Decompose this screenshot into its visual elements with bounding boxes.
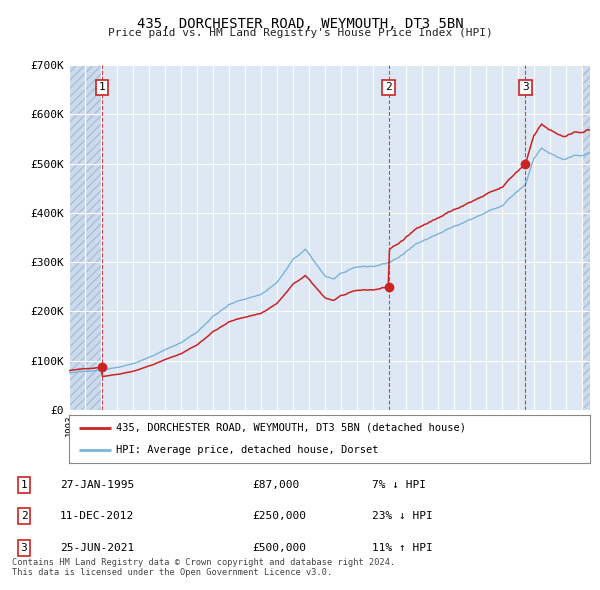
Text: 3: 3 [522,83,529,92]
Text: £87,000: £87,000 [252,480,299,490]
Text: £250,000: £250,000 [252,512,306,521]
Text: Contains HM Land Registry data © Crown copyright and database right 2024.
This d: Contains HM Land Registry data © Crown c… [12,558,395,577]
Text: 7% ↓ HPI: 7% ↓ HPI [372,480,426,490]
Text: 2: 2 [20,512,28,521]
Text: 3: 3 [20,543,28,553]
Text: 435, DORCHESTER ROAD, WEYMOUTH, DT3 5BN: 435, DORCHESTER ROAD, WEYMOUTH, DT3 5BN [137,17,463,31]
Text: £500,000: £500,000 [252,543,306,553]
Text: 23% ↓ HPI: 23% ↓ HPI [372,512,433,521]
Text: 11% ↑ HPI: 11% ↑ HPI [372,543,433,553]
Bar [582,65,590,410]
Bar [69,65,101,410]
Text: Price paid vs. HM Land Registry's House Price Index (HPI): Price paid vs. HM Land Registry's House … [107,28,493,38]
Text: 11-DEC-2012: 11-DEC-2012 [60,512,134,521]
Text: 435, DORCHESTER ROAD, WEYMOUTH, DT3 5BN (detached house): 435, DORCHESTER ROAD, WEYMOUTH, DT3 5BN … [116,423,466,433]
Text: 1: 1 [20,480,28,490]
Text: 2: 2 [385,83,392,92]
Text: 1: 1 [99,83,106,92]
Text: 27-JAN-1995: 27-JAN-1995 [60,480,134,490]
Text: HPI: Average price, detached house, Dorset: HPI: Average price, detached house, Dors… [116,445,379,455]
Text: 25-JUN-2021: 25-JUN-2021 [60,543,134,553]
